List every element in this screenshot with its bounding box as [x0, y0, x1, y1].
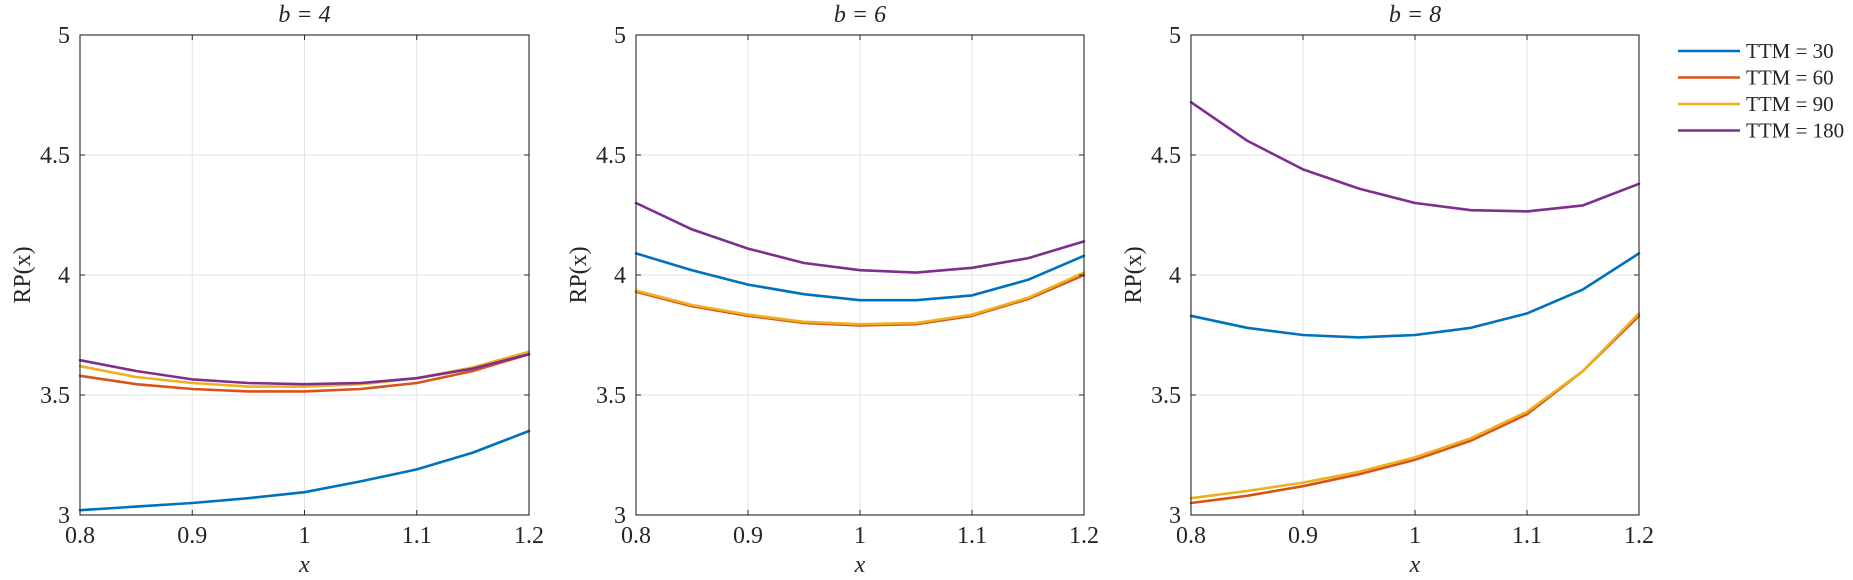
- series-line: [634, 201, 1086, 274]
- y-tick-label: 3.5: [40, 383, 70, 409]
- x-tick-label: 1.1: [402, 523, 432, 549]
- y-tick-label: 3: [58, 503, 70, 529]
- x-axis-label: x: [1409, 552, 1421, 578]
- x-tick-label: 1: [1409, 523, 1421, 549]
- series-line: [78, 429, 531, 512]
- subplot-3: 0.8 0.9 1 1.1 1.2 3 3.5 4 4.5 5 b = 8 x RP(x): [1121, 2, 1654, 578]
- x-tick-label: 1: [854, 523, 866, 549]
- x-axis-label: x: [298, 552, 310, 578]
- x-tick-label: 1.2: [1069, 523, 1099, 549]
- y-tick-label: 4.5: [40, 143, 70, 169]
- y-tick-label: 4.5: [1151, 143, 1181, 169]
- y-tick-label: 4.5: [596, 143, 626, 169]
- legend-label: TTM = 90: [1746, 92, 1834, 116]
- series-line: [1189, 100, 1641, 213]
- legend-label: TTM = 180: [1746, 119, 1844, 143]
- x-tick-label: 1: [299, 523, 311, 549]
- subplot-1: 0.8 0.9 1 1.1 1.2 3 3.5 4 4.5 5 b = 4 x RP(x): [10, 2, 544, 578]
- x-tick-label: 1.1: [1512, 523, 1542, 549]
- x-tick-label: 0.9: [177, 523, 207, 549]
- x-axis-label: x: [854, 552, 866, 578]
- y-axis-label: RP(x): [1121, 246, 1147, 303]
- subplot-2: 0.8 0.9 1 1.1 1.2 3 3.5 4 4.5 5 b = 6 x RP(x): [566, 2, 1099, 578]
- y-tick-label: 3: [614, 503, 626, 529]
- x-tick-label: 1.2: [514, 523, 544, 549]
- x-tick-label: 0.8: [621, 523, 651, 549]
- y-tick-label: 5: [1169, 23, 1181, 49]
- x-tick-label: 0.9: [733, 523, 763, 549]
- y-axis-label: RP(x): [10, 246, 36, 303]
- series-line: [634, 271, 1086, 326]
- legend-label: TTM = 30: [1746, 39, 1834, 63]
- x-tick-label: 1.1: [957, 523, 987, 549]
- x-tick-label: 0.8: [65, 523, 95, 549]
- series-line: [78, 352, 531, 393]
- y-tick-label: 5: [58, 23, 70, 49]
- y-axis-label: RP(x): [566, 246, 592, 303]
- y-tick-label: 3: [1169, 503, 1181, 529]
- y-tick-label: 5: [614, 23, 626, 49]
- y-tick-label: 4: [58, 263, 70, 289]
- subplot-title: b = 4: [278, 2, 330, 28]
- x-tick-label: 0.9: [1288, 523, 1318, 549]
- x-tick-label: 1.2: [1624, 523, 1654, 549]
- series-line: [634, 252, 1086, 302]
- y-tick-label: 4: [1169, 263, 1181, 289]
- y-tick-label: 3.5: [596, 383, 626, 409]
- x-tick-label: 0.8: [1176, 523, 1206, 549]
- subplot-title: b = 6: [834, 2, 886, 28]
- subplot-title: b = 8: [1389, 2, 1441, 28]
- series-line: [78, 352, 531, 386]
- series-line: [1189, 312, 1641, 500]
- series-line: [1189, 252, 1641, 339]
- legend-label: TTM = 60: [1746, 66, 1834, 90]
- y-tick-label: 3.5: [1151, 383, 1181, 409]
- y-tick-label: 4: [614, 263, 626, 289]
